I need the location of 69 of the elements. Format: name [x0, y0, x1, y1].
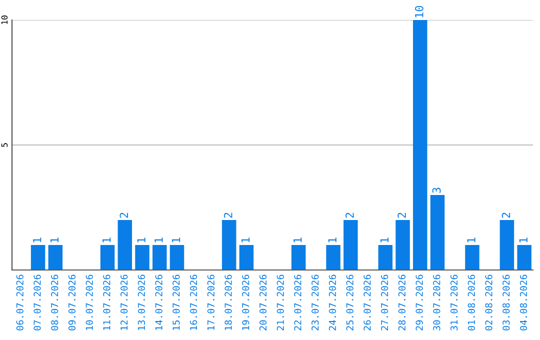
bar — [430, 195, 445, 270]
data-label: 2 — [120, 212, 128, 218]
data-label: 1 — [328, 238, 336, 242]
x-tick-label: 22.07.2026 — [294, 274, 302, 330]
data-label: 1 — [380, 238, 388, 242]
bar — [118, 220, 132, 270]
x-tick-label: 23.07.2026 — [312, 274, 319, 330]
data-label: 1 — [241, 238, 250, 242]
bar — [344, 220, 358, 270]
x-tick-label: 16.07.2026 — [190, 274, 198, 330]
bar — [291, 245, 306, 270]
x-tick-label: 29.07.2026 — [416, 274, 423, 330]
data-label: 1 — [50, 238, 59, 242]
x-tick-label: 20.07.2026 — [259, 274, 267, 330]
data-label: 1 — [519, 238, 528, 242]
data-label: 2 — [398, 212, 406, 218]
data-label: 1 — [467, 238, 476, 242]
bar — [396, 220, 410, 270]
x-tick-label: 07.07.2026 — [34, 274, 41, 330]
bar — [239, 245, 254, 270]
data-label: 1 — [294, 238, 302, 242]
x-tick-label: 13.07.2026 — [138, 274, 146, 330]
x-tick-label: 03.08.2026 — [502, 274, 510, 330]
data-label: 3 — [432, 188, 441, 193]
x-tick-label: 21.07.2026 — [276, 274, 284, 330]
x-tick-label: 31.07.2026 — [450, 274, 458, 330]
bar — [326, 245, 340, 270]
x-tick-label: 17.07.2026 — [207, 274, 214, 330]
x-tick-label: 30.07.2026 — [433, 274, 440, 330]
data-label: 1 — [137, 238, 146, 242]
x-tick-label: 09.07.2026 — [68, 274, 76, 330]
x-tick-label: 02.08.2026 — [485, 274, 492, 330]
data-label: 1 — [33, 238, 42, 242]
bar — [517, 245, 532, 270]
x-tick-label: 08.07.2026 — [51, 274, 58, 330]
bar — [500, 220, 514, 270]
x-tick-label: 28.07.2026 — [398, 274, 406, 330]
data-label: 10 — [414, 6, 424, 18]
data-label: 1 — [102, 238, 111, 242]
data-label: 2 — [346, 212, 354, 218]
x-tick-label: 24.07.2026 — [328, 274, 336, 330]
bar — [170, 245, 184, 270]
bar — [100, 245, 115, 270]
bar — [152, 245, 167, 270]
bar — [135, 245, 150, 270]
x-tick-label: 06.07.2026 — [16, 274, 24, 330]
x-tick-label: 12.07.2026 — [120, 274, 128, 330]
x-tick-label: 15.07.2026 — [172, 274, 180, 330]
x-tick-label: 18.07.2026 — [224, 274, 232, 330]
data-label: 2 — [502, 212, 510, 218]
bar — [30, 245, 46, 270]
data-label: 1 — [172, 238, 180, 242]
x-tick-label: 01.08.2026 — [468, 274, 475, 330]
bar — [465, 245, 480, 270]
x-tick-label: 19.07.2026 — [242, 274, 250, 330]
x-tick-label: 10.07.2026 — [86, 274, 93, 330]
bar — [378, 245, 393, 270]
y-tick-label: 5 — [1, 143, 8, 147]
x-tick-label: 26.07.2026 — [364, 274, 371, 330]
x-tick-label: 04.08.2026 — [520, 274, 528, 330]
bar — [222, 220, 236, 270]
data-label: 2 — [224, 212, 232, 218]
x-tick-label: 27.07.2026 — [381, 274, 388, 330]
data-label: 1 — [154, 238, 163, 242]
x-tick-label: 11.07.2026 — [103, 274, 110, 330]
x-tick-label: 25.07.2026 — [346, 274, 354, 330]
bar — [412, 20, 428, 270]
x-tick-label: 14.07.2026 — [155, 274, 162, 330]
bar — [48, 245, 63, 270]
